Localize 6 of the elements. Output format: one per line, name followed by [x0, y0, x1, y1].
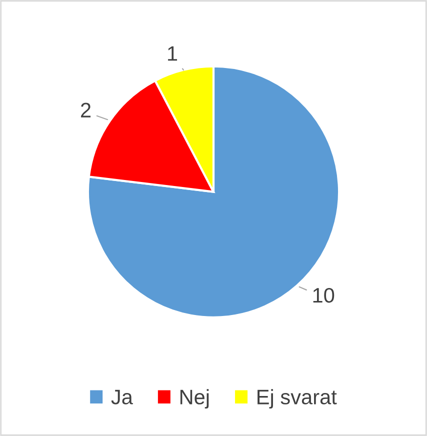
legend-label: Ej svarat	[258, 389, 337, 409]
legend-label: Ja	[111, 390, 133, 404]
legend-label: Nej	[180, 389, 209, 409]
data-label: 2	[81, 102, 91, 118]
data-label: 10	[313, 288, 334, 303]
data-label: 1	[168, 46, 178, 61]
